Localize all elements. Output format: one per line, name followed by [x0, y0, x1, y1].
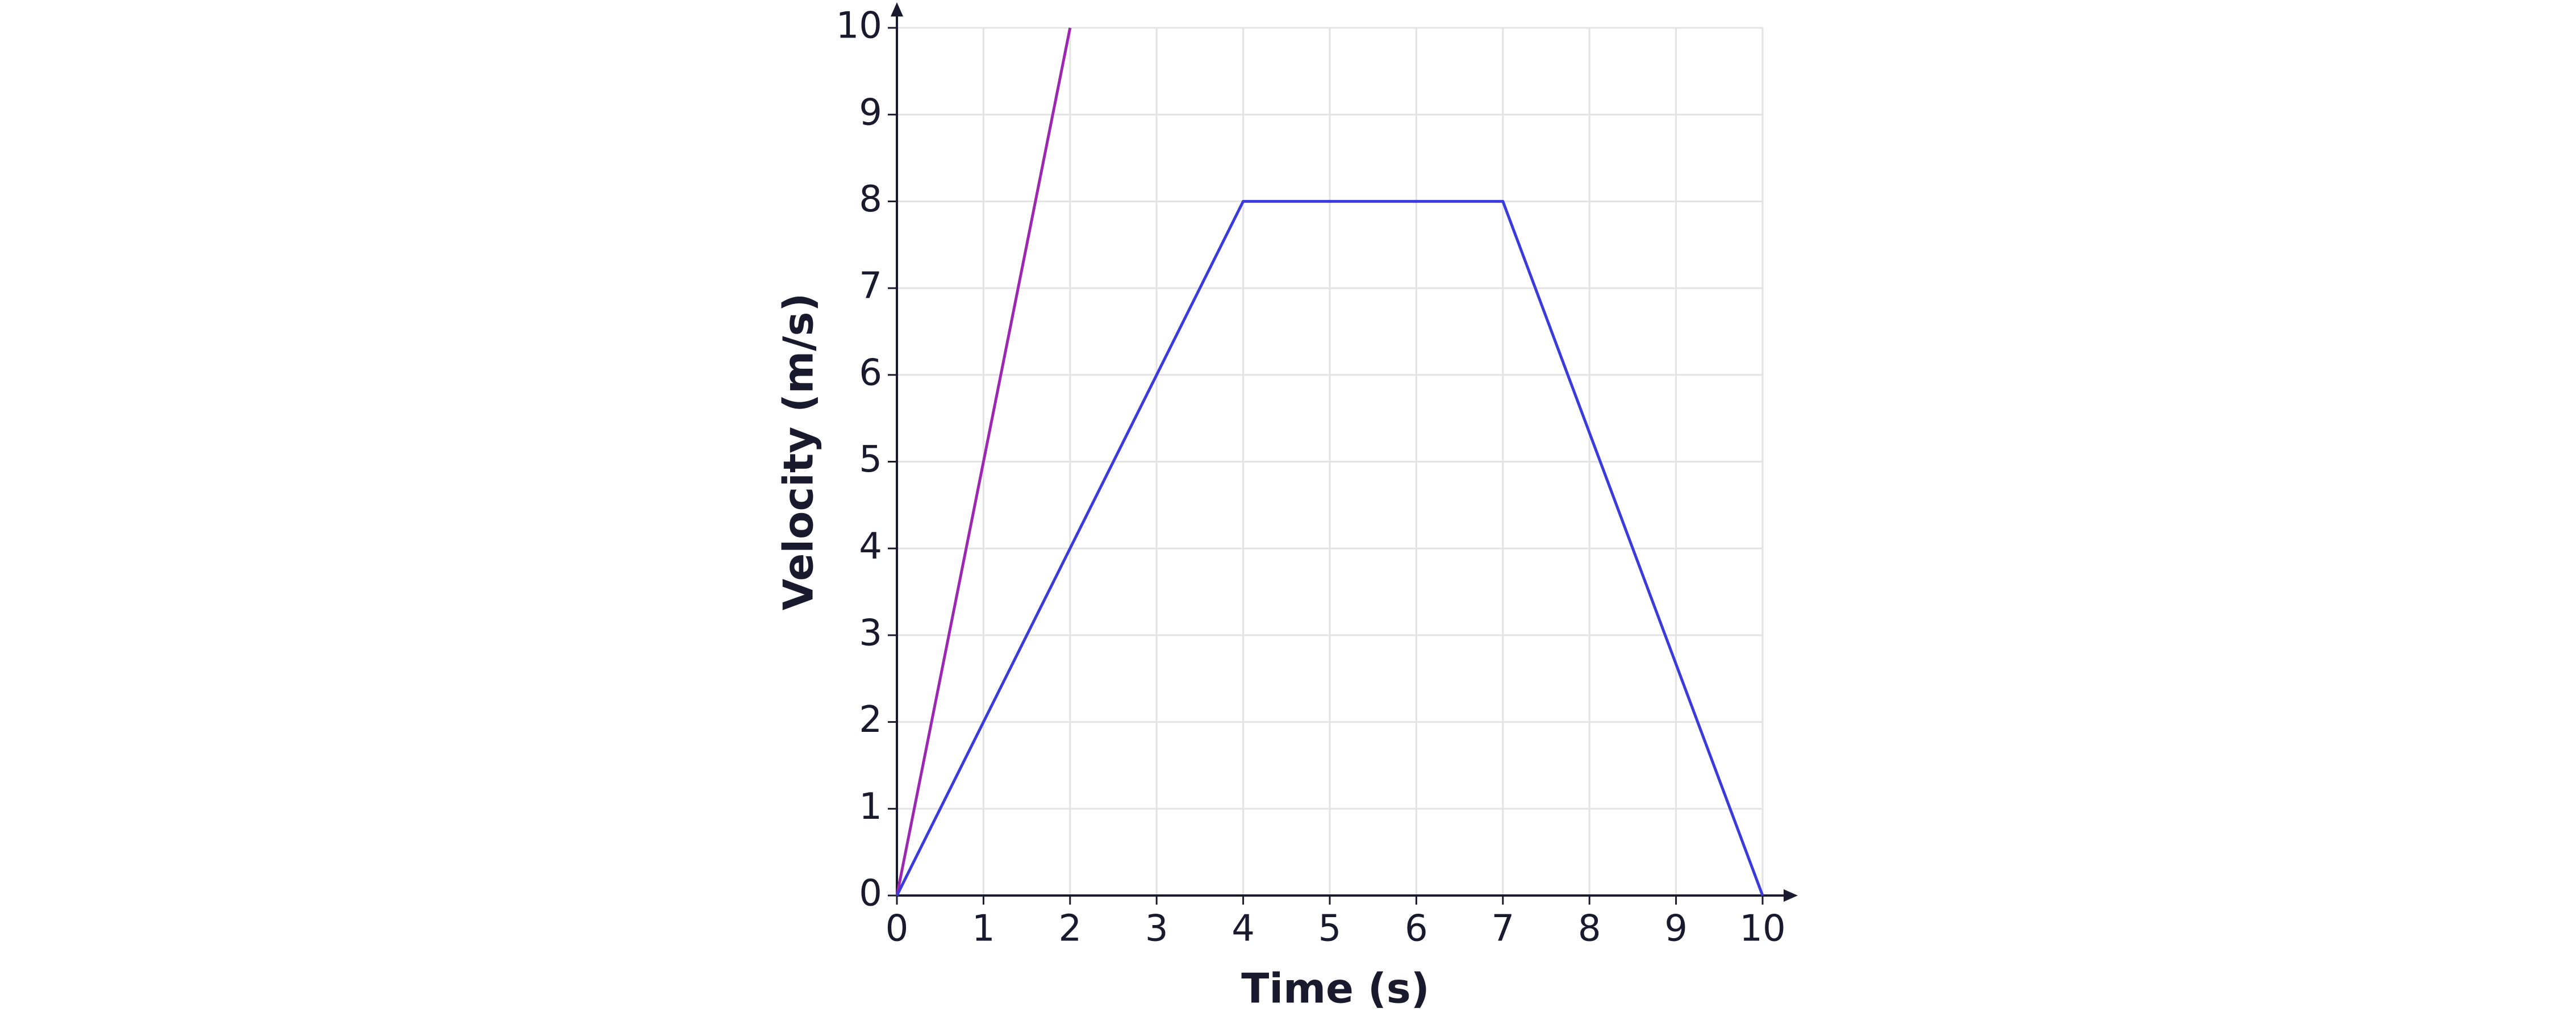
y-tick-label: 10 — [836, 5, 882, 47]
y-tick-label: 1 — [859, 786, 882, 828]
x-tick-label: 5 — [1318, 908, 1342, 950]
x-axis-arrow — [1784, 889, 1798, 902]
y-tick-label: 5 — [859, 439, 882, 481]
y-tick-label: 7 — [859, 265, 882, 307]
x-tick-label: 10 — [1739, 908, 1785, 950]
y-axis-arrow — [891, 2, 903, 16]
x-tick-label: 2 — [1058, 908, 1082, 950]
x-tick-label: 3 — [1145, 908, 1168, 950]
data-line — [895, 27, 1072, 896]
y-tick-label: 0 — [859, 873, 882, 915]
x-tick-label: 1 — [972, 908, 995, 950]
x-tick-label: 9 — [1664, 908, 1688, 950]
x-tick-label: 4 — [1231, 908, 1255, 950]
x-tick-label: 0 — [886, 908, 909, 950]
y-tick-label: 3 — [859, 612, 882, 654]
y-tick-label: 8 — [859, 178, 882, 220]
x-tick-label: 8 — [1578, 908, 1601, 950]
x-tick-label: 6 — [1405, 908, 1428, 950]
y-tick-label: 6 — [859, 352, 882, 394]
y-tick-label: 2 — [859, 699, 882, 741]
y-axis-label: Velocity (m/s) — [775, 293, 823, 611]
x-tick-label: 7 — [1491, 908, 1514, 950]
y-tick-label: 9 — [859, 91, 882, 134]
x-axis-label: Time (s) — [1241, 965, 1429, 1012]
data-line — [895, 199, 1764, 897]
y-tick-label: 4 — [859, 526, 882, 568]
